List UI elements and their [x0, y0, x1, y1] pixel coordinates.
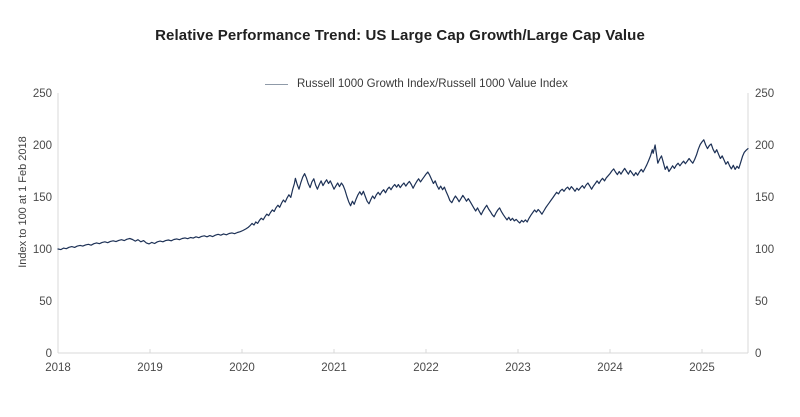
y-tick-label-right: 100 — [755, 244, 774, 256]
y-tick-label-right: 0 — [755, 348, 761, 360]
y-tick-label-left: 100 — [33, 244, 52, 256]
legend-label: Russell 1000 Growth Index/Russell 1000 V… — [297, 78, 568, 90]
y-tick-label-right: 200 — [755, 140, 774, 152]
x-tick-label: 2021 — [321, 362, 347, 374]
x-tick-label: 2024 — [597, 362, 623, 374]
chart-title: Relative Performance Trend: US Large Cap… — [155, 27, 645, 44]
y-tick-label-right: 250 — [755, 88, 774, 100]
x-tick-label: 2018 — [45, 362, 71, 374]
y-tick-label-left: 150 — [33, 192, 52, 204]
y-tick-label-right: 150 — [755, 192, 774, 204]
x-tick-label: 2022 — [413, 362, 439, 374]
y-tick-label-left: 50 — [39, 296, 52, 308]
y-tick-label-left: 200 — [33, 140, 52, 152]
legend: Russell 1000 Growth Index/Russell 1000 V… — [265, 78, 568, 90]
series-line-russell-growth-value — [57, 139, 749, 251]
y-tick-label-right: 50 — [755, 296, 768, 308]
y-tick-label-left: 0 — [46, 348, 52, 360]
legend-line-swatch — [265, 83, 288, 85]
x-tick-label: 2023 — [505, 362, 531, 374]
x-tick-label: 2019 — [137, 362, 163, 374]
y-tick-label-left: 250 — [33, 88, 52, 100]
x-tick-label: 2020 — [229, 362, 255, 374]
x-tick-label: 2025 — [689, 362, 715, 374]
